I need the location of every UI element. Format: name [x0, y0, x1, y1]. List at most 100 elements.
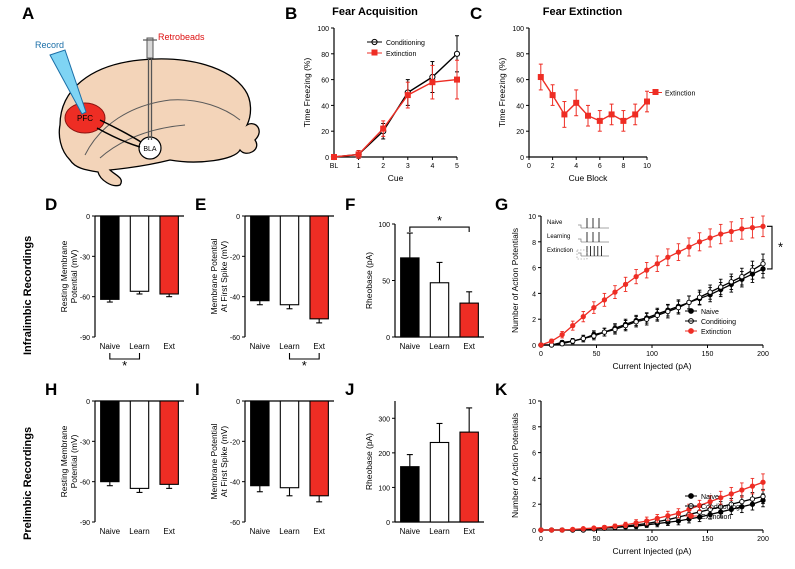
svg-text:0: 0 — [520, 155, 524, 162]
chart-h: -90-60-300NaiveLearnExtResting MembraneP… — [55, 395, 190, 560]
svg-text:Ext: Ext — [463, 342, 475, 351]
svg-text:Naive: Naive — [701, 494, 719, 501]
svg-text:0: 0 — [532, 528, 536, 535]
svg-text:*: * — [302, 358, 307, 373]
svg-text:-90: -90 — [80, 335, 90, 342]
side-label-pl: Prelimbic Recordings — [22, 427, 34, 540]
svg-text:100: 100 — [378, 222, 390, 229]
svg-text:Rheobase (pA): Rheobase (pA) — [364, 252, 374, 309]
svg-text:-60: -60 — [80, 480, 90, 487]
svg-text:Conditioing: Conditioing — [701, 319, 736, 326]
chart-k: 0246810050100150200Current Injected (pA)… — [505, 395, 785, 560]
panel-label-f: F — [345, 195, 355, 215]
svg-text:-60: -60 — [80, 295, 90, 302]
svg-text:100: 100 — [512, 26, 524, 33]
svg-text:BLA: BLA — [143, 146, 157, 153]
svg-text:6: 6 — [532, 266, 536, 273]
svg-text:0: 0 — [539, 351, 543, 358]
svg-text:80: 80 — [516, 52, 524, 59]
svg-text:Naive: Naive — [250, 527, 271, 536]
svg-text:8: 8 — [532, 425, 536, 432]
svg-text:-30: -30 — [80, 254, 90, 261]
svg-text:60: 60 — [321, 78, 329, 85]
svg-text:Retrobeads: Retrobeads — [158, 32, 205, 42]
panel-label-i: I — [195, 380, 200, 400]
svg-text:2: 2 — [532, 502, 536, 509]
svg-text:100: 100 — [646, 351, 658, 358]
svg-text:10: 10 — [528, 214, 536, 221]
svg-text:*: * — [437, 213, 442, 228]
svg-text:Naive: Naive — [400, 342, 421, 351]
chart-c: 0204060801000246810Time Freezing (%)Cue … — [495, 22, 695, 187]
svg-text:Learn: Learn — [279, 342, 299, 351]
svg-text:PFC: PFC — [77, 114, 93, 123]
svg-text:6: 6 — [598, 163, 602, 170]
svg-text:Naive: Naive — [100, 342, 121, 351]
svg-text:150: 150 — [702, 536, 714, 543]
svg-text:Conditioning: Conditioning — [386, 40, 425, 47]
svg-text:Ext: Ext — [313, 342, 325, 351]
svg-text:40: 40 — [321, 103, 329, 110]
svg-text:Membrane Potential: Membrane Potential — [209, 238, 219, 314]
svg-text:100: 100 — [317, 26, 329, 33]
svg-text:Resting Membrane: Resting Membrane — [59, 240, 69, 312]
svg-text:40: 40 — [516, 103, 524, 110]
svg-text:0: 0 — [539, 536, 543, 543]
svg-text:Naive: Naive — [701, 309, 719, 316]
svg-text:200: 200 — [757, 536, 769, 543]
svg-text:Potential (mV): Potential (mV) — [69, 434, 79, 488]
svg-text:0: 0 — [532, 343, 536, 350]
svg-text:Extinction: Extinction — [665, 91, 695, 98]
svg-text:0: 0 — [236, 214, 240, 221]
svg-text:-90: -90 — [80, 520, 90, 527]
svg-text:Number of Action Potentials: Number of Action Potentials — [510, 413, 520, 518]
chart-f: 050100NaiveLearnExt*Rheobase (pA) — [355, 210, 490, 375]
chart-e: -60-40-200NaiveLearnExt*Membrane Potenti… — [205, 210, 340, 375]
svg-text:50: 50 — [382, 279, 390, 286]
svg-text:Naive: Naive — [100, 527, 121, 536]
svg-text:Learn: Learn — [279, 527, 299, 536]
svg-text:4: 4 — [532, 476, 536, 483]
svg-text:0: 0 — [86, 399, 90, 406]
chart-d: -90-60-300NaiveLearnExt*Resting Membrane… — [55, 210, 190, 375]
svg-text:8: 8 — [621, 163, 625, 170]
svg-text:200: 200 — [757, 351, 769, 358]
svg-text:Cue Block: Cue Block — [569, 173, 608, 183]
svg-text:Time Freezing (%): Time Freezing (%) — [302, 58, 312, 128]
chart-i: -60-40-200NaiveLearnExtMembrane Potentia… — [205, 395, 340, 560]
svg-text:Learn: Learn — [429, 527, 449, 536]
svg-text:Rheobase (pA): Rheobase (pA) — [364, 433, 374, 490]
svg-text:Membrane Potential: Membrane Potential — [209, 423, 219, 499]
title-b: Fear Acquisition — [290, 6, 460, 18]
svg-text:-40: -40 — [230, 480, 240, 487]
svg-text:-20: -20 — [230, 439, 240, 446]
svg-text:Resting Membrane: Resting Membrane — [59, 425, 69, 497]
svg-text:8: 8 — [532, 240, 536, 247]
svg-text:Naive: Naive — [250, 342, 271, 351]
svg-text:-60: -60 — [230, 520, 240, 527]
svg-text:Potential (mV): Potential (mV) — [69, 249, 79, 303]
svg-text:0: 0 — [527, 163, 531, 170]
svg-text:*: * — [778, 240, 783, 255]
svg-text:Naive: Naive — [400, 527, 421, 536]
svg-text:6: 6 — [532, 451, 536, 458]
panel-label-c: C — [470, 4, 482, 24]
brain-diagram: PFCBLARecordRetrobeads — [30, 20, 280, 190]
svg-text:Time Freezing (%): Time Freezing (%) — [497, 58, 507, 128]
svg-text:BL: BL — [330, 163, 339, 170]
svg-text:Learn: Learn — [129, 527, 149, 536]
title-c: Fear Extinction — [495, 6, 670, 18]
svg-text:Ext: Ext — [163, 342, 175, 351]
chart-g: 0246810050100150200Current Injected (pA)… — [505, 210, 785, 375]
svg-text:-20: -20 — [230, 254, 240, 261]
svg-text:2: 2 — [532, 317, 536, 324]
svg-text:Naive: Naive — [547, 220, 563, 226]
svg-text:Extinction: Extinction — [386, 51, 416, 58]
chart-b: 020406080100BL12345Time Freezing (%)CueC… — [300, 22, 465, 187]
svg-text:100: 100 — [378, 485, 390, 492]
svg-text:10: 10 — [528, 399, 536, 406]
svg-text:2: 2 — [381, 163, 385, 170]
svg-text:0: 0 — [325, 155, 329, 162]
svg-text:4: 4 — [574, 163, 578, 170]
chart-j: 0100200300NaiveLearnExtRheobase (pA) — [355, 395, 490, 560]
